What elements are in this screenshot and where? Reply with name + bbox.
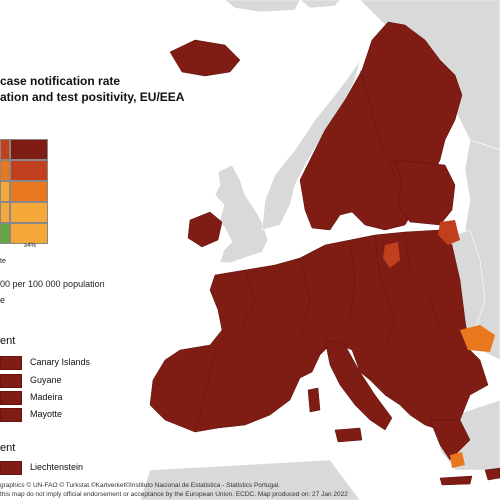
outermost-label: Madeira [30,392,63,402]
outermost-swatch [0,374,22,388]
outermost-label: Guyane [30,375,62,385]
outermost-heading: ent [0,335,16,347]
small-states-heading: ent [0,442,16,454]
map-title-line2: ation and test positivity, EU/EEA [0,90,185,104]
footer-credits: graphics © UN-FAO © Turkstat.©Kartverket… [0,482,280,489]
legend-cell-r0c1 [10,139,48,160]
region-orange-romania [460,325,495,352]
ireland [187,211,223,248]
region-red-lithuania [438,220,460,245]
region-red-poland [383,242,400,268]
italy [324,339,393,431]
small-state-label: Liechtenstein [30,462,84,472]
crete [439,475,473,486]
legend-cell-r2c0 [0,181,10,202]
outermost-label: Mayotte [30,409,63,419]
legend-rate-label: 00 per 100 000 population [0,279,105,289]
outermost-label: Canary Islands [30,357,91,367]
legend-fragment: e [0,295,6,305]
legend-positivity-tick: ≥4% [24,243,36,249]
small-state-swatch [0,461,22,475]
uk-island [214,164,269,264]
footer-disclaimer: this map do not imply official endorseme… [0,491,348,498]
legend-cell-r2c1 [10,181,48,202]
region-orange-greece [450,452,465,468]
legend-grid [0,139,50,247]
sicily [334,427,363,443]
map-title-line1: case notification rate [0,74,121,88]
outermost-swatch [0,408,22,422]
outermost-swatch [0,356,22,370]
svalbard-area [299,0,341,9]
legend-cell-r1c1 [10,160,48,181]
norway-region [261,59,361,231]
legend-cell-r3c1 [10,202,48,223]
north-africa [139,459,361,500]
legend-cell-r1c0 [0,160,10,181]
legend-cell-r3c0 [0,202,10,223]
greece [429,419,471,461]
iceland [169,39,241,77]
iceland-area [224,0,301,13]
legend-cell-r0c0 [0,139,10,160]
cyprus [484,467,500,481]
outermost-swatch [0,391,22,405]
eu-eea-land [149,21,500,486]
sardinia [307,387,321,413]
legend-cell-r4c1 [10,223,48,244]
legend-axis-fragment: te [0,258,6,265]
continental [149,229,489,433]
legend-cell-r4c0 [0,223,10,244]
